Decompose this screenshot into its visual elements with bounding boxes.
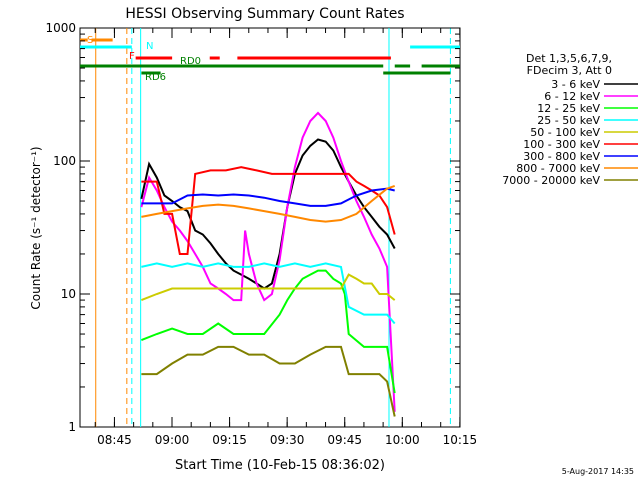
legend-label: 25 - 50 keV — [537, 114, 600, 127]
y-axis-label: Count Rate (s⁻¹ detector⁻¹) — [29, 146, 43, 309]
x-tick-label: 09:30 — [270, 433, 305, 447]
legend-header: Det 1,3,5,6,7,9, — [526, 52, 612, 65]
legend-label: 50 - 100 keV — [530, 126, 600, 139]
x-tick-label: 09:00 — [155, 433, 190, 447]
plot-frame — [79, 27, 461, 428]
x-tick-label: 10:15 — [443, 433, 478, 447]
y-tick-label: 1 — [68, 420, 76, 434]
legend-label: 6 - 12 keV — [544, 90, 600, 103]
time-markers — [95, 28, 451, 427]
flag-bars: S NF RD0 RD6 — [80, 35, 460, 83]
legend: Det 1,3,5,6,7,9,FDecim 3, Att 03 - 6 keV… — [502, 52, 638, 187]
flag-label: S — [87, 35, 93, 46]
series-line — [141, 273, 396, 302]
legend-label: 12 - 25 keV — [537, 102, 600, 115]
series-line — [141, 184, 396, 223]
legend-header: FDecim 3, Att 0 — [527, 64, 612, 77]
legend-label: 3 - 6 keV — [551, 78, 600, 91]
x-tick-label: 08:45 — [97, 433, 132, 447]
y-tick-label: 100 — [53, 154, 76, 168]
x-axis-ticks: 08:45 09:00 09:15 09:30 09:45 10:00 10:15 — [94, 28, 478, 447]
flag-label: RD0 — [180, 56, 201, 67]
flag-label: F — [129, 51, 135, 62]
y-tick-label: 10 — [61, 287, 76, 301]
x-axis-label: Start Time (10-Feb-15 08:36:02) — [175, 458, 385, 473]
series-line — [141, 269, 396, 394]
x-tick-label: 10:00 — [385, 433, 420, 447]
chart-title: HESSI Observing Summary Count Rates — [125, 6, 404, 22]
series-lines — [140, 111, 396, 417]
legend-label: 800 - 7000 keV — [516, 162, 600, 175]
flag-label: RD6 — [145, 72, 166, 83]
series-line — [141, 187, 395, 207]
flag-label: N — [146, 41, 153, 52]
legend-label: 300 - 800 keV — [523, 150, 600, 163]
x-tick-label: 09:45 — [327, 433, 362, 447]
footer-date: 5-Aug-2017 14:35 — [561, 467, 634, 476]
legend-label: 100 - 300 keV — [523, 138, 600, 151]
y-tick-label: 1000 — [45, 21, 76, 35]
series-line — [141, 262, 396, 325]
series-line — [140, 111, 396, 412]
x-tick-label: 09:15 — [212, 433, 247, 447]
series-line — [141, 345, 396, 417]
legend-label: 7000 - 20000 keV — [502, 174, 600, 187]
y-axis-ticks: 1 10 100 1000 — [45, 21, 460, 434]
series-line — [141, 166, 396, 255]
